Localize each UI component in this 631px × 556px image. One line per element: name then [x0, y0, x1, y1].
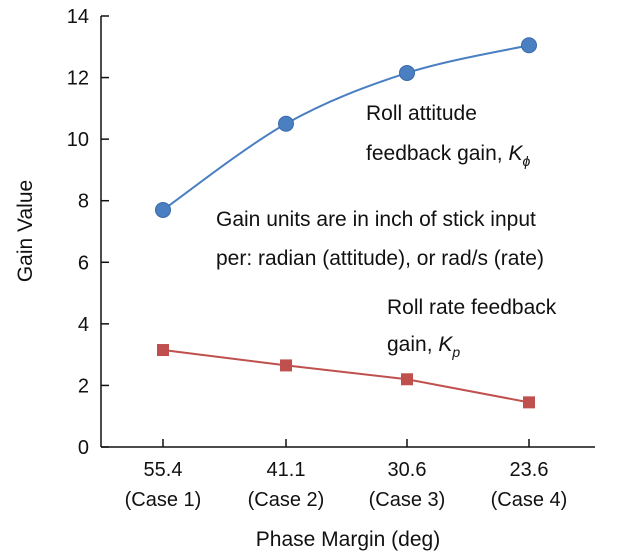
y-ticks: 0 2 4 6 8 10 12 14 — [67, 6, 109, 459]
roll-attitude-annotation: Roll attitude feedback gain, Kϕ — [366, 102, 530, 169]
y-axis-title: Gain Value — [14, 180, 37, 282]
roll-attitude-line1: Roll attitude — [366, 102, 477, 125]
x-tick-label-value: 41.1 — [267, 459, 306, 481]
units-line1: Gain units are in inch of stick input — [216, 208, 536, 231]
roll-attitude-symbol: K — [508, 142, 523, 165]
y-tick-label: 0 — [78, 437, 89, 459]
roll-attitude-line2: feedback gain, Kϕ — [366, 142, 530, 169]
y-tick-label: 14 — [67, 6, 89, 28]
roll_attitude-point — [155, 201, 171, 218]
x-tick-label-value: 30.6 — [388, 459, 427, 481]
roll-rate-line2: gain, Kp — [387, 333, 460, 360]
x-tick-label-value: 23.6 — [510, 459, 549, 481]
y-tick-label: 12 — [67, 68, 89, 90]
roll_rate-point — [157, 344, 169, 357]
y-tick-label: 2 — [78, 375, 89, 397]
y-tick-label: 4 — [78, 314, 89, 336]
series-layer — [155, 37, 537, 409]
y-tick-label: 10 — [67, 129, 89, 151]
roll-rate-symbol: K — [438, 333, 453, 356]
roll_attitude-line — [162, 44, 530, 211]
x-axis-title: Phase Margin (deg) — [256, 528, 440, 551]
roll_attitude-point — [399, 64, 415, 81]
roll-rate-line1: Roll rate feedback — [387, 296, 557, 319]
roll_rate-line — [162, 349, 530, 404]
roll_attitude-point — [521, 37, 537, 54]
x-tick-label-case: (Case 3) — [369, 489, 446, 511]
x-tick-label-case: (Case 1) — [125, 489, 202, 511]
axes — [100, 16, 595, 448]
units-line2: per: radian (attitude), or rad/s (rate) — [216, 247, 544, 270]
roll-attitude-subscript: ϕ — [522, 153, 530, 169]
roll_rate-point — [401, 373, 413, 386]
x-ticks: 55.4 (Case 1) 41.1 (Case 2) 30.6 (Case 3) 23.6… — [125, 439, 568, 511]
x-tick-label-case: (Case 2) — [248, 489, 325, 511]
x-tick-label-case: (Case 4) — [491, 489, 568, 511]
roll-rate-annotation: Roll rate feedback gain, Kp — [387, 296, 557, 360]
units-annotation: Gain units are in inch of stick input pe… — [216, 208, 544, 270]
roll_attitude-point — [278, 115, 294, 132]
roll-attitude-line2-text: feedback gain, — [366, 142, 508, 165]
roll_rate-point — [280, 359, 292, 372]
roll_rate-point — [523, 396, 535, 409]
roll-rate-line2-text: gain, — [387, 333, 438, 356]
x-tick-label-value: 55.4 — [144, 459, 183, 481]
y-tick-label: 6 — [78, 252, 89, 274]
y-tick-label: 8 — [78, 191, 89, 213]
roll-rate-subscript: p — [451, 344, 460, 360]
